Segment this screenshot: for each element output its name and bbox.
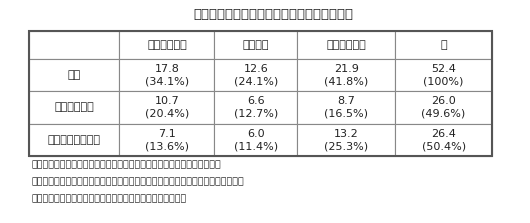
Bar [29, 31, 492, 156]
Text: 要介護４～５: 要介護４～５ [326, 40, 366, 50]
Bar [119, 59, 215, 91]
Text: 6.0
(11.4%): 6.0 (11.4%) [234, 129, 278, 151]
Text: 要介護１～２: 要介護１～２ [147, 40, 187, 50]
Text: 13.2
(25.3%): 13.2 (25.3%) [324, 129, 368, 151]
Text: 17.8
(34.1%): 17.8 (34.1%) [145, 64, 189, 86]
Bar [395, 124, 492, 156]
Bar [215, 59, 297, 91]
Bar [297, 59, 395, 91]
Text: 7.1
(13.6%): 7.1 (13.6%) [145, 129, 189, 151]
Text: うち在宅の方: うち在宅の方 [55, 102, 94, 112]
Bar [29, 31, 119, 59]
Text: ＊要介護１～２の人数には、要支援等で入所申込みをされている方の人数を含む。: ＊要介護１～２の人数には、要支援等で入所申込みをされている方の人数を含む。 [32, 177, 244, 186]
Text: 10.7
(20.4%): 10.7 (20.4%) [145, 96, 189, 119]
Bar [395, 59, 492, 91]
Text: 12.6
(24.1%): 12.6 (24.1%) [234, 64, 278, 86]
Bar [215, 91, 297, 124]
Bar [297, 124, 395, 156]
Text: 6.6
(12.7%): 6.6 (12.7%) [234, 96, 278, 119]
Bar [395, 91, 492, 124]
Text: 26.4
(50.4%): 26.4 (50.4%) [421, 129, 466, 151]
Bar [29, 124, 119, 156]
Bar [29, 91, 119, 124]
Bar [119, 124, 215, 156]
Bar [119, 91, 215, 124]
Bar [215, 124, 297, 156]
Bar [215, 31, 297, 59]
Bar [297, 31, 395, 59]
Text: 26.0
(49.6%): 26.0 (49.6%) [421, 96, 466, 119]
Text: 全体: 全体 [68, 70, 81, 80]
Text: 計: 計 [440, 40, 447, 50]
Text: 52.4
(100%): 52.4 (100%) [423, 64, 464, 86]
Bar [297, 91, 395, 124]
Text: 【特別養護老人ホームの入所申込者の概況】: 【特別養護老人ホームの入所申込者の概況】 [193, 8, 353, 21]
Text: ＊上記は、次頁の特別養護老人ホームの入所申込者の状況の概況である。: ＊上記は、次頁の特別養護老人ホームの入所申込者の状況の概況である。 [32, 161, 222, 169]
Text: うち在宅でない方: うち在宅でない方 [48, 135, 101, 145]
Text: 21.9
(41.8%): 21.9 (41.8%) [324, 64, 368, 86]
Bar [395, 31, 492, 59]
Text: 8.7
(16.5%): 8.7 (16.5%) [324, 96, 368, 119]
Text: ＊千人未満四捨五入のため、合計に一致しないものがある。: ＊千人未満四捨五入のため、合計に一致しないものがある。 [32, 194, 187, 203]
Bar [29, 59, 119, 91]
Bar [119, 31, 215, 59]
Text: 要介護３: 要介護３ [243, 40, 269, 50]
